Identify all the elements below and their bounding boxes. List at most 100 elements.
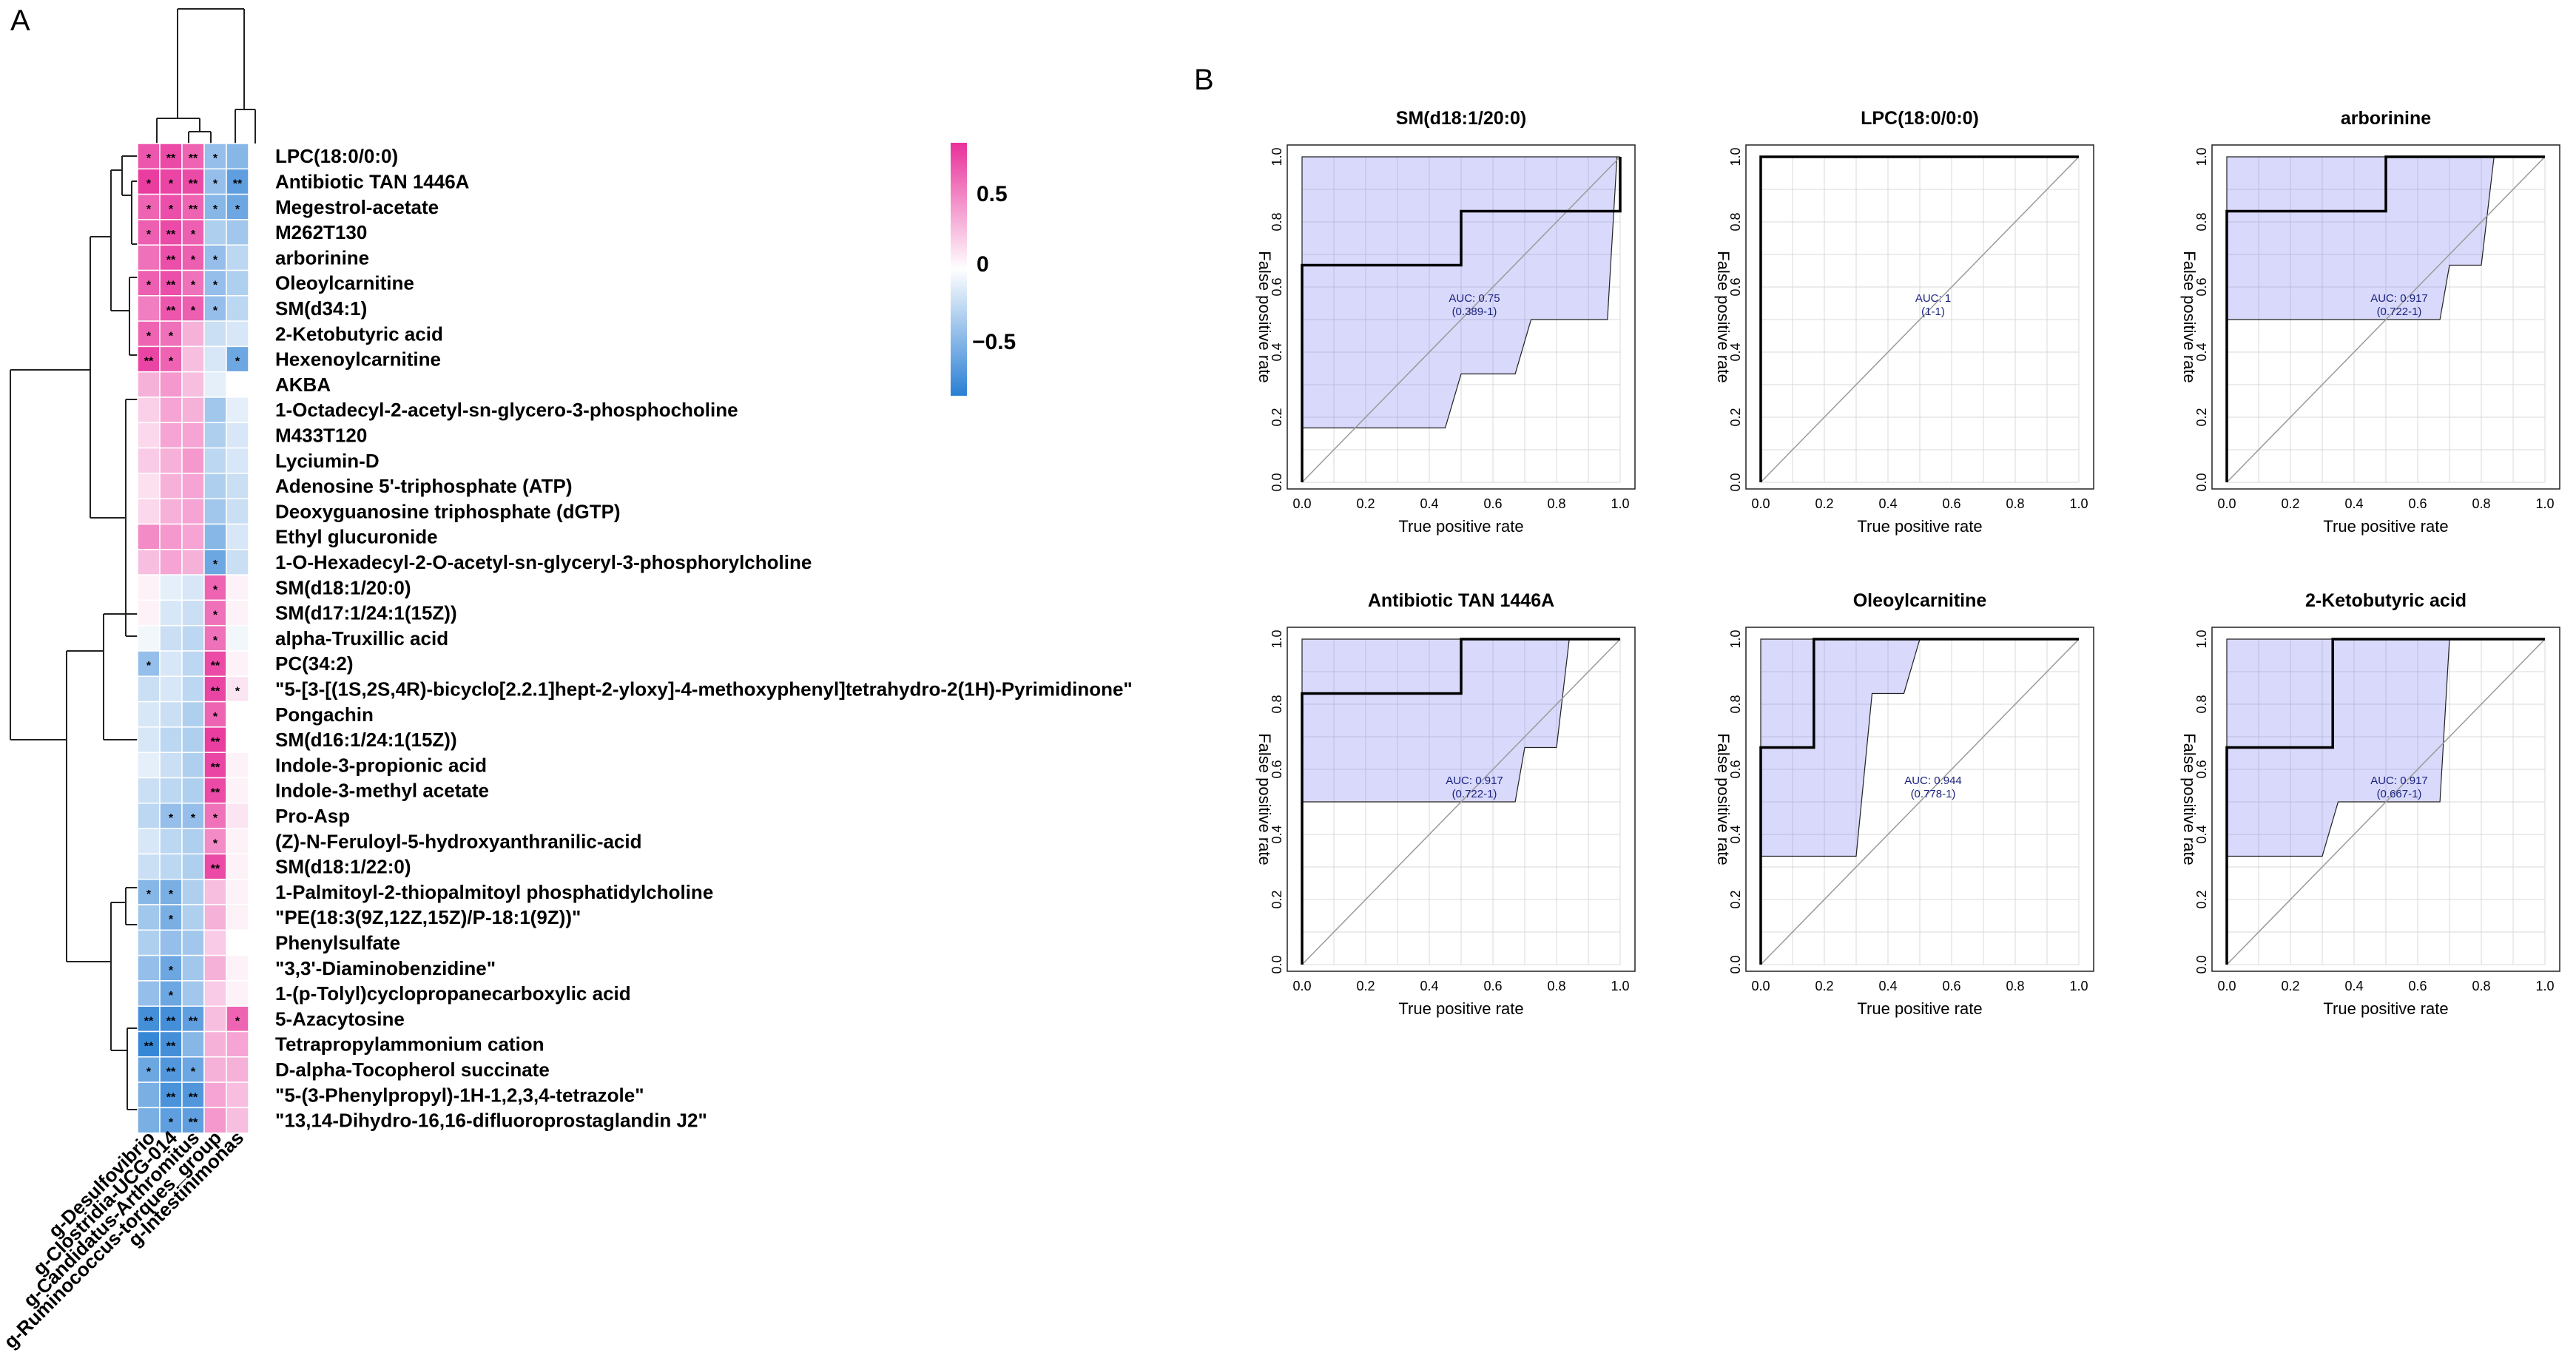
significance-star: * (191, 254, 196, 266)
x-tick-label: 0.6 (1942, 979, 1960, 993)
significance-star: * (169, 178, 174, 190)
heatmap-cell (137, 1056, 161, 1083)
roc-frame (2211, 627, 2560, 972)
y-tick-label: 0.8 (1728, 695, 1743, 713)
significance-star: * (169, 330, 174, 342)
heatmap-cell (226, 1081, 249, 1109)
roc-frame (2211, 144, 2560, 490)
x-tick-label: 0.6 (1483, 496, 1502, 511)
x-tick-label: 0.6 (2408, 979, 2427, 993)
significance-star: ** (166, 280, 176, 292)
heatmap-cell (137, 853, 161, 880)
y-tick-label: 0.8 (1270, 212, 1284, 231)
row-label: PC(34:2) (275, 652, 353, 675)
heatmap-cell (203, 549, 227, 576)
heatmap-cell (159, 1107, 183, 1134)
significance-star: * (213, 178, 218, 190)
significance-star: ** (189, 203, 198, 216)
significance-star: * (235, 1015, 240, 1027)
heatmap-cell (181, 1056, 205, 1083)
roc-diagonal (2226, 638, 2546, 965)
y-tick-label: 0.8 (2194, 212, 2209, 231)
auc-ci: (0.389-1) (1452, 306, 1497, 318)
significance-star: ** (189, 1091, 198, 1104)
heatmap-cell (226, 193, 249, 220)
roc-title: Oleoylcarnitine (1853, 590, 1987, 611)
row-label: LPC(18:0/0:0) (275, 145, 398, 167)
heatmap-cell (226, 954, 249, 982)
y-tick-label: 0.4 (1728, 342, 1743, 361)
heatmap-cell (159, 168, 183, 195)
row-label: Tetrapropylammonium cation (275, 1033, 544, 1056)
significance-star: * (213, 610, 218, 622)
significance-star: ** (166, 305, 176, 317)
row-label: 1-Palmitoyl-2-thiopalmitoyl phosphatidyl… (275, 881, 713, 903)
row-label: Lyciumin-D (275, 450, 380, 472)
x-tick-label: 0.6 (1942, 496, 1960, 511)
auc-value: AUC: 0.917 (2370, 292, 2428, 305)
heatmap-cell (203, 345, 227, 373)
heatmap-cell (181, 143, 205, 170)
roc-ci-band (2226, 156, 2495, 320)
heatmap-cell (181, 878, 205, 905)
heatmap-cell (203, 447, 227, 474)
row-labels: LPC(18:0/0:0) Antibiotic TAN 1446A Megestr… (275, 145, 1133, 1131)
significance-star: * (146, 178, 152, 190)
heatmap-cell (159, 878, 183, 905)
row-label: 2-Ketobutyric acid (275, 323, 443, 345)
significance-star: * (213, 203, 218, 216)
roc-ci-band (1301, 638, 1570, 803)
significance-star: ** (166, 254, 176, 266)
legend-tick-label: −0.5 (972, 330, 1016, 354)
heatmap-cell (137, 320, 161, 348)
x-tick-label: 0.4 (1420, 979, 1438, 993)
significance-star: * (213, 280, 218, 292)
significance-star: * (191, 305, 196, 317)
significance-star: ** (166, 229, 176, 241)
heatmap-cell (137, 803, 161, 829)
heatmap-cell (203, 168, 227, 195)
x-tick-label: 0.4 (2344, 979, 2363, 993)
legend-tick-label: 0.5 (977, 182, 1008, 206)
roc-curve (2225, 155, 2545, 482)
x-tick-label: 0.8 (2472, 979, 2490, 993)
y-tick-label: 0.0 (2194, 473, 2209, 491)
roc-ci-band (1760, 638, 1921, 857)
roc-frame (1745, 627, 2094, 972)
roc-curve (1301, 638, 1620, 965)
heatmap-cell (159, 574, 183, 601)
x-tick-label: 0.8 (1547, 979, 1565, 993)
heatmap-cell (137, 1005, 161, 1033)
significance-star: * (213, 837, 218, 850)
heatmap-cells (137, 143, 249, 1134)
heatmap-cell (203, 574, 227, 601)
heatmap-cell (181, 371, 205, 398)
heatmap-cell (159, 980, 183, 1007)
row-label: 1-O-Hexadecyl-2-O-acetyl-sn-glyceryl-3-p… (275, 551, 812, 573)
heatmap-cell (181, 345, 205, 373)
heatmap-cell (203, 675, 227, 703)
heatmap-cell (159, 828, 183, 855)
x-tick-label: 0.0 (2217, 979, 2236, 993)
roc-frame (1745, 144, 2094, 490)
heatmap-cell (226, 803, 249, 829)
heatmap-cell (226, 726, 249, 753)
significance-star: ** (211, 787, 220, 800)
x-tick-label: 0.4 (1878, 979, 1897, 993)
x-tick-label: 0.0 (1751, 979, 1770, 993)
y-axis-label: False positive rate (1714, 733, 1733, 865)
significance-star: * (213, 711, 218, 723)
heatmap-cell (159, 1030, 183, 1058)
auc-ci: (0.778-1) (1911, 788, 1956, 800)
x-tick-label: 0.0 (1292, 496, 1311, 511)
y-tick-label: 1.0 (2194, 630, 2209, 648)
x-tick-label: 0.2 (1815, 496, 1833, 511)
heatmap-cell (137, 599, 161, 627)
y-tick-label: 0.0 (1270, 955, 1284, 973)
significance-star: * (146, 203, 152, 216)
heatmap-cell (226, 878, 249, 905)
roc-diagonal (1301, 638, 1621, 965)
y-tick-label: 0.2 (1270, 890, 1284, 908)
significance-star: * (169, 914, 174, 926)
significance-star: * (213, 305, 218, 317)
